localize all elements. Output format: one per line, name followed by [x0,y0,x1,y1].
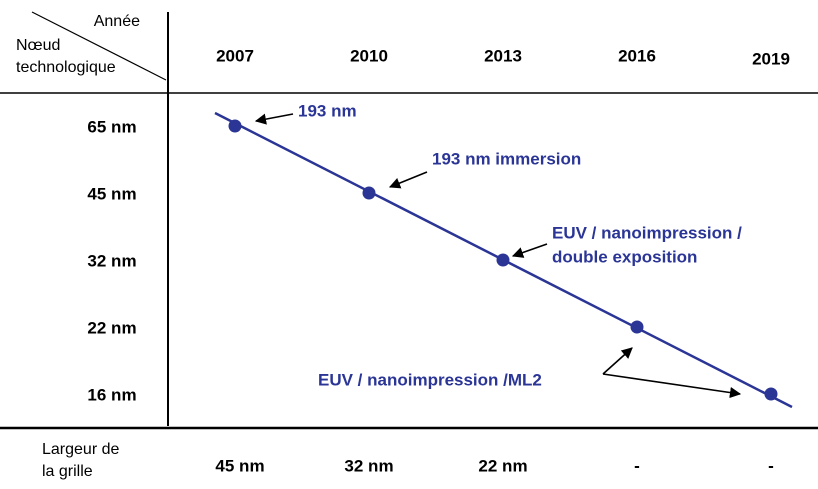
arrow [388,171,428,189]
node-point [496,253,510,267]
year: 2019 [752,49,790,68]
arrow [511,243,548,258]
gate-width: 22 nm [478,456,527,475]
gate-width: - [634,456,640,475]
annotation: 193 nm [298,101,357,120]
node-label: technologique [16,59,116,76]
annotation: EUV / nanoimpression / [552,223,742,242]
corner-diagonal [31,11,167,81]
node: 22 nm [87,318,136,337]
footer-label: Largeur de [42,441,119,458]
node-label: Nœud [16,37,60,54]
annotation: double exposition [552,247,697,266]
node: 45 nm [87,184,136,203]
node-point [228,119,242,133]
arrow [602,347,633,375]
year: 2007 [216,46,254,65]
gate-width: 45 nm [215,456,264,475]
node: 65 nm [87,117,136,136]
gate-width: - [768,456,774,475]
year: 2010 [350,46,388,65]
arrows [254,113,742,399]
arrow [254,113,294,125]
node: 16 nm [87,385,136,404]
footer-label: la grille [42,463,93,480]
gate-width: 32 nm [344,456,393,475]
node: 32 nm [87,251,136,270]
node-point [630,320,644,334]
year-label: Année [94,13,140,30]
annotation: 193 nm immersion [432,149,581,168]
node-point [362,186,376,200]
annotation: EUV / nanoimpression /ML2 [318,370,542,389]
year: 2013 [484,46,522,65]
year: 2016 [618,46,656,65]
arrow [602,373,742,399]
node-point [764,387,778,401]
